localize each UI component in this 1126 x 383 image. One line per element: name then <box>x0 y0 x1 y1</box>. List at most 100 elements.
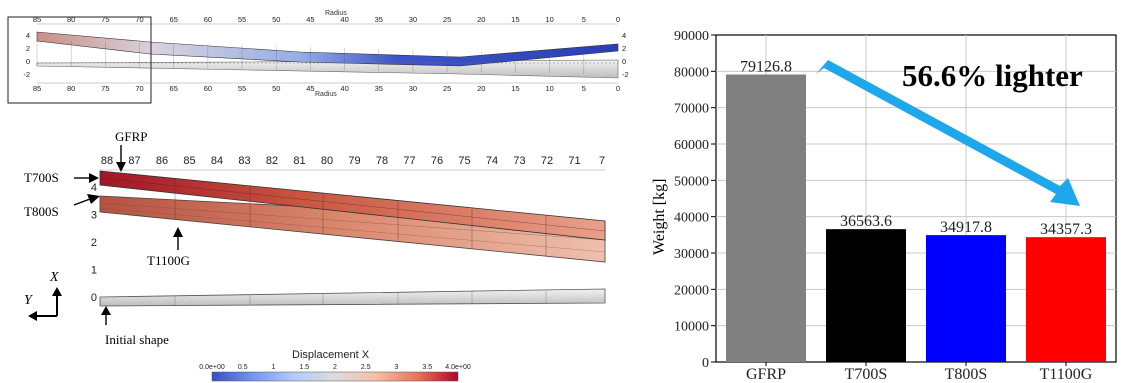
axis-y-label: Y <box>24 293 34 308</box>
y-tick-label: 70000 <box>674 102 709 117</box>
overview-left-tick: 4 <box>26 31 30 40</box>
colorbar-tick: 2.5 <box>361 364 371 371</box>
bar-value-label: 34917.8 <box>940 219 992 236</box>
zoom-top-tick: 71 <box>568 155 580 167</box>
radius-tick-bottom: 50 <box>272 84 280 93</box>
label-gfrp: GFRP <box>115 129 148 144</box>
radius-tick-bottom: 10 <box>545 84 553 93</box>
zoom-top-tick: 85 <box>183 155 195 167</box>
overview-left-tick: -2 <box>23 70 30 79</box>
colorbar-tick: 0.0e+00 <box>199 364 225 371</box>
radius-tick-bottom: 55 <box>238 84 246 93</box>
radius-tick-bottom: 15 <box>511 84 519 93</box>
colorbar-ticks: 0.0e+00 0.5 1 1.5 2 2.5 3 3.5 4.0e+00 <box>199 364 471 371</box>
radius-tick-top: 40 <box>340 15 348 24</box>
bar-t700s <box>826 229 906 362</box>
overview-left-tick: 2 <box>26 44 30 53</box>
gfrp-t700s-beam <box>99 170 606 241</box>
zoom-left-tick: 4 <box>91 182 97 194</box>
overview-right-tick: 4 <box>622 31 626 40</box>
colorbar-tick: 2 <box>333 364 337 371</box>
zoom-left-tick: 2 <box>91 237 97 249</box>
overview-right-tick: -2 <box>622 70 629 79</box>
colorbar-tick: 3 <box>395 364 399 371</box>
zoom-left-tick: 1 <box>91 265 97 277</box>
radius-tick-top: 70 <box>135 15 143 24</box>
overview-panel: 85 80 75 70 65 60 55 50 45 40 35 30 25 20 15 10 5 0 Radiu… <box>7 10 629 104</box>
colorbar-tick: 0.5 <box>238 364 248 371</box>
radius-tick-top: 75 <box>101 15 109 24</box>
bar-value-label: 79126.8 <box>740 59 792 76</box>
bar-t800s <box>926 235 1006 362</box>
radius-tick-bottom: 5 <box>582 84 586 93</box>
zoom-left-ticks: 4 3 2 1 0 <box>91 182 97 304</box>
y-tick-label: 90000 <box>674 29 709 44</box>
zoom-top-tick: 84 <box>211 155 223 167</box>
weight-bar-chart: 0 10000 20000 30000 40000 50000 60000 70000 8000… <box>651 29 1117 383</box>
radius-tick-bottom: 40 <box>340 84 348 93</box>
overview-right-tick: 0 <box>622 57 626 66</box>
y-tick-labels: 0 10000 20000 30000 40000 50000 60000 70000 8000… <box>674 29 709 371</box>
colorbar-gradient <box>211 371 459 382</box>
axis-x-label: X <box>49 270 59 285</box>
zoom-left-tick: 0 <box>91 292 97 304</box>
overview-left-tick: 0 <box>26 57 30 66</box>
zoom-top-tick: 78 <box>376 155 388 167</box>
radius-tick-top: 45 <box>306 15 314 24</box>
zoom-top-tick: 74 <box>486 155 498 167</box>
zoom-top-tick: 82 <box>266 155 278 167</box>
y-axis-title: Weight [kg] <box>651 179 668 255</box>
overview-deformed-beam <box>36 31 619 67</box>
reduction-annotation: 56.6% lighter <box>902 58 1083 93</box>
radius-tick-top: 50 <box>272 15 280 24</box>
bar-value-label: 36563.6 <box>840 213 892 230</box>
zoom-top-tick: 77 <box>403 155 415 167</box>
bar-value-labels: 79126.8 36563.6 34917.8 34357.3 <box>740 59 1092 239</box>
category-labels: GFRP T700S T800S T1100G <box>746 366 1093 383</box>
radius-tick-top: 25 <box>443 15 451 24</box>
radius-tick-top: 30 <box>409 15 417 24</box>
zoom-top-tick: 76 <box>431 155 443 167</box>
category-label: T700S <box>845 366 888 383</box>
overview-right-ticks: 4 2 0 -2 <box>622 31 629 79</box>
y-tick-label: 40000 <box>674 211 709 226</box>
y-tick-label: 80000 <box>674 65 709 80</box>
zoom-top-tick: 88 <box>101 155 113 167</box>
radius-tick-bottom: 45 <box>306 84 314 93</box>
y-tick-label: 30000 <box>674 247 709 262</box>
radius-tick-top: 10 <box>545 15 553 24</box>
zoom-top-tick: 86 <box>156 155 168 167</box>
zoom-top-tick: 7 <box>599 155 605 167</box>
label-t700s: T700S <box>24 170 59 185</box>
radius-ticks-bottom: 85 80 75 70 65 60 55 50 45 40 35 30 25 20 15 10 5 0 <box>33 84 620 93</box>
radius-tick-bottom: 75 <box>101 84 109 93</box>
zoom-mesh-lines <box>174 178 547 306</box>
zoom-region-box <box>7 16 152 104</box>
bar-t1100g <box>1026 237 1106 362</box>
colorbar-tick: 3.5 <box>422 364 432 371</box>
radius-tick-bottom: 30 <box>409 84 417 93</box>
zoom-initial-shape <box>99 288 606 307</box>
zoom-top-tick: 87 <box>128 155 140 167</box>
zoom-top-tick: 73 <box>513 155 525 167</box>
radius-tick-top: 35 <box>375 15 383 24</box>
colorbar: Displacement X 0.0e+00 0.5 1 1.5 2 2.5 3 3.5 4.0… <box>199 349 471 382</box>
y-tick-label: 0 <box>702 356 709 371</box>
radius-axis-label-top: Radius <box>325 10 347 17</box>
zoom-top-tick: 72 <box>541 155 553 167</box>
radius-tick-top: 60 <box>204 15 212 24</box>
zoom-top-ticks: 88 87 86 85 84 83 82 81 80 79 78 77 76 75 74 73 72 71 7 <box>101 155 605 167</box>
radius-tick-top: 80 <box>67 15 75 24</box>
category-label: GFRP <box>746 366 786 383</box>
radius-tick-bottom: 70 <box>135 84 143 93</box>
radius-tick-top: 15 <box>511 15 519 24</box>
y-tick-label: 50000 <box>674 174 709 189</box>
zoom-left-tick: 3 <box>91 210 97 222</box>
y-tick-label: 60000 <box>674 138 709 153</box>
colorbar-tick: 1.5 <box>299 364 309 371</box>
category-label: T1100G <box>1040 366 1093 383</box>
radius-tick-top: 20 <box>477 15 485 24</box>
label-t800s: T800S <box>24 204 59 219</box>
y-tick-label: 20000 <box>674 283 709 298</box>
